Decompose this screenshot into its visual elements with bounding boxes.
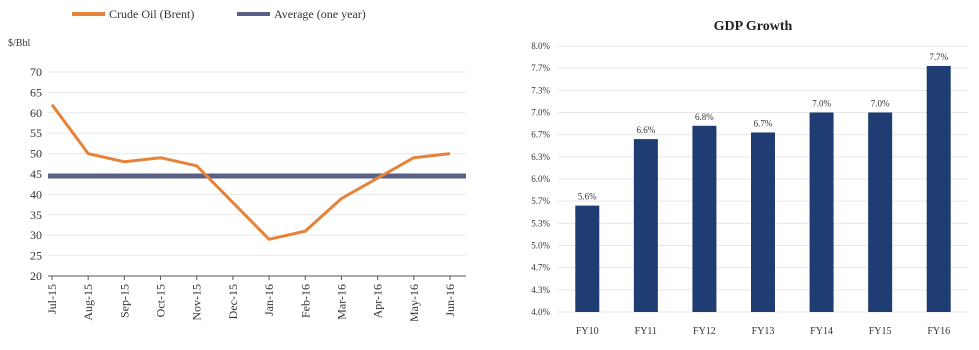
gdp-y-tick-label: 4.0% xyxy=(531,307,550,317)
y-axis-unit-label: $/Bbl xyxy=(8,38,30,49)
x-tick-label: Jan-16 xyxy=(262,284,276,316)
gdp-bar xyxy=(868,112,893,312)
gdp-y-tick-label: 5.7% xyxy=(531,196,550,206)
y-tick-label: 65 xyxy=(30,85,42,99)
gdp-category-label: FY10 xyxy=(576,326,599,337)
gdp-y-tick-label: 4.3% xyxy=(531,285,550,295)
gdp-y-tick-labels: 4.0% 4.3% 4.7% 5.0% 5.3% 5.7% 6.0% 6.3% 6.7% 7.0%… xyxy=(531,41,550,317)
gdp-bar xyxy=(633,139,658,312)
gdp-y-tick-label: 6.0% xyxy=(531,174,550,184)
x-tick-label: Apr-16 xyxy=(371,284,385,318)
gdp-chart-title: GDP Growth xyxy=(714,19,793,34)
y-tick-label: 50 xyxy=(30,147,42,161)
gdp-category-label: FY11 xyxy=(635,326,657,337)
gdp-category-label: FY13 xyxy=(752,326,775,337)
gdp-data-label: 7.7% xyxy=(929,52,948,62)
gdp-y-tick-label: 6.3% xyxy=(531,152,550,162)
gdp-y-tick-label: 8.0% xyxy=(531,41,550,51)
x-tick-label: Sep-15 xyxy=(117,284,131,318)
chart-legend: Crude Oil (Brent) Average (one year) xyxy=(72,7,366,21)
gdp-y-tick-label: 6.7% xyxy=(531,130,550,140)
gdp-bar xyxy=(926,65,951,312)
gdp-data-label: 6.7% xyxy=(754,118,773,128)
x-tick-label: Dec-15 xyxy=(226,284,240,319)
y-tick-label: 20 xyxy=(30,269,42,283)
y-tick-label: 35 xyxy=(30,208,42,222)
y-tick-label: 60 xyxy=(30,106,42,120)
x-tick-label: Mar-16 xyxy=(334,284,348,320)
gdp-chart-panel: GDP Growth 4.0% 4.3% 4.7% 5.0% 5.3% 5.7% 6.0% 6… xyxy=(498,0,979,345)
x-tick-label: Oct-15 xyxy=(154,284,168,317)
gdp-y-tick-label: 5.3% xyxy=(531,218,550,228)
gdp-category-label: FY16 xyxy=(927,326,950,337)
gdp-growth-chart: GDP Growth 4.0% 4.3% 4.7% 5.0% 5.3% 5.7% 6.0% 6… xyxy=(531,19,968,337)
gdp-bar xyxy=(809,112,834,312)
gdp-y-tick-label: 7.7% xyxy=(531,63,550,73)
y-tick-label: 70 xyxy=(30,65,42,79)
gdp-data-label: 5.6% xyxy=(578,192,597,202)
x-tick-label: Jun-16 xyxy=(443,284,457,317)
gdp-data-label: 7.0% xyxy=(812,99,831,109)
x-tick-label: Aug-15 xyxy=(81,284,95,321)
x-tick-label: Jul-15 xyxy=(45,284,59,314)
gdp-bar xyxy=(692,125,717,312)
gdp-category-label: FY15 xyxy=(869,326,892,337)
y-tick-label: 40 xyxy=(30,187,42,201)
x-tick-label: May-16 xyxy=(407,284,421,322)
y-tick-label: 55 xyxy=(30,126,42,140)
x-tick-label: Nov-15 xyxy=(190,284,204,321)
gdp-y-tick-label: 7.0% xyxy=(531,108,550,118)
gdp-bars xyxy=(575,65,951,312)
gdp-category-labels: FY10 FY11 FY12 FY13 FY14 FY15 FY16 xyxy=(576,326,950,337)
crude-oil-chart-panel: Crude Oil (Brent) Average (one year) $/B… xyxy=(0,0,478,345)
gdp-data-label: 7.0% xyxy=(871,99,890,109)
gdp-category-label: FY12 xyxy=(693,326,716,337)
x-tick-labels: Jul-15 Aug-15 Sep-15 Oct-15 Nov-15 Dec-15 Jan-… xyxy=(45,276,457,322)
gdp-category-label: FY14 xyxy=(810,326,833,337)
legend-average-label: Average (one year) xyxy=(274,7,366,21)
gdp-bar xyxy=(751,132,775,312)
gdp-bar xyxy=(575,205,600,312)
y-tick-labels: 20 25 30 35 40 45 50 55 60 65 70 xyxy=(30,65,42,283)
gdp-data-labels: 5.6% 6.6% 6.8% 6.7% 7.0% 7.0% 7.7% xyxy=(578,52,949,202)
gdp-y-tick-label: 4.7% xyxy=(531,263,550,273)
gdp-y-tick-label: 5.0% xyxy=(531,241,550,251)
crude-oil-chart: Crude Oil (Brent) Average (one year) $/B… xyxy=(8,7,466,322)
y-tick-label: 30 xyxy=(30,228,42,242)
legend-crude-label: Crude Oil (Brent) xyxy=(109,7,194,21)
gdp-data-label: 6.6% xyxy=(636,125,655,135)
crude-series-line xyxy=(50,103,451,241)
y-tick-label: 45 xyxy=(30,167,42,181)
x-tick-label: Feb-16 xyxy=(298,284,312,318)
gdp-data-label: 6.8% xyxy=(695,112,714,122)
gdp-y-tick-label: 7.3% xyxy=(531,85,550,95)
y-tick-label: 25 xyxy=(30,249,42,263)
